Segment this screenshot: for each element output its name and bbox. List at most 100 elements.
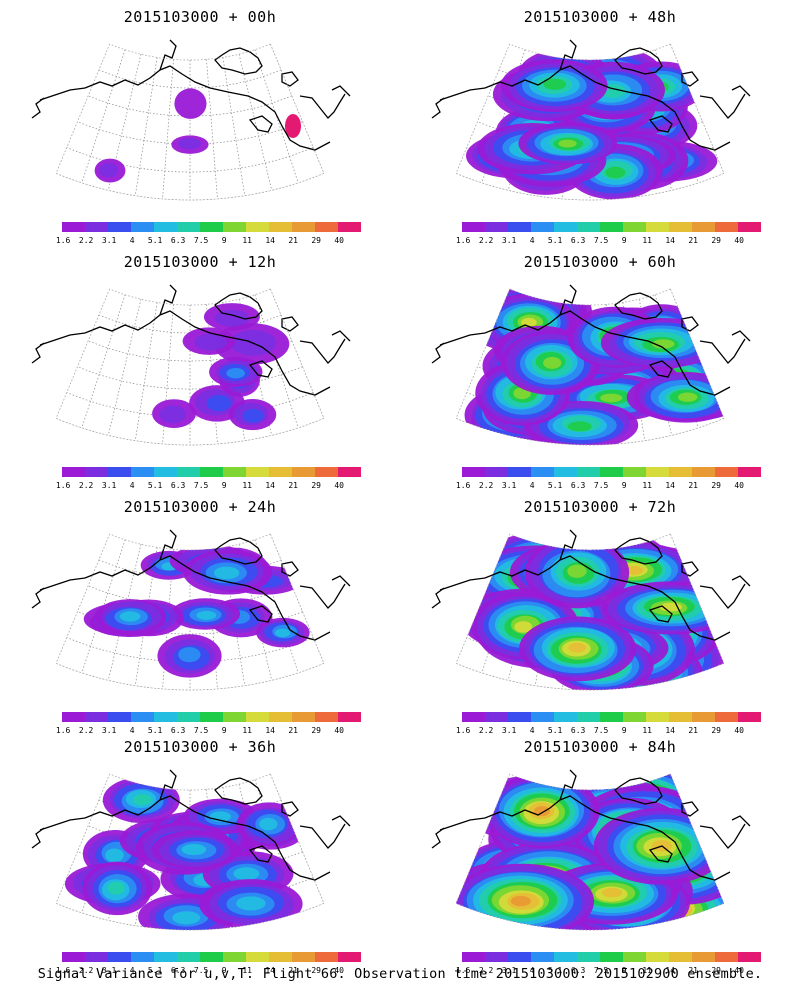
colorbar-tick-label: 3.1 [101,481,117,490]
colorbar-tick-label: 7.5 [193,726,209,735]
colorbar-swatch [577,952,600,962]
colorbar-tick-label: 6.3 [570,966,586,975]
colorbar-tick-label: 5.1 [547,726,563,735]
colorbar-swatch [269,222,292,232]
colorbar-swatch [315,952,338,962]
colorbar-tick-label: 14 [665,236,675,245]
colorbar-tick-label: 4 [129,966,135,975]
colorbar-swatch [177,952,200,962]
colorbar-tick-label: 2.2 [478,481,494,490]
colorbar-tick-label: 40 [334,481,344,490]
colorbar-swatch [531,467,554,477]
colorbar-swatch [200,952,223,962]
colorbar-tick-label: 6.3 [170,481,186,490]
colorbar-swatch [600,712,623,722]
colorbar-swatch [108,712,131,722]
panel-title: 2015103000 + 36h [123,738,277,756]
colorbar-tick-label: 3.1 [101,236,117,245]
colorbar-tick-label: 5.1 [147,726,163,735]
colorbar [462,952,761,962]
colorbar-tick-label: 11 [642,481,652,490]
colorbar-swatch [669,467,692,477]
colorbar-tick-label: 3.1 [501,236,517,245]
colorbar-tick-label: 40 [734,236,744,245]
colorbar-swatch [646,467,669,477]
colorbar-swatch [577,712,600,722]
colorbar-tick-label: 21 [288,481,298,490]
colorbar-swatch [738,222,761,232]
colorbar-swatch [85,712,108,722]
colorbar-tick-label: 4 [129,481,135,490]
colorbar-swatch [292,222,315,232]
colorbar-tick-label: 4 [529,966,535,975]
colorbar-swatch [269,712,292,722]
colorbar-swatch [85,952,108,962]
colorbar-swatch [577,467,600,477]
figure-caption: Signal Variance for u,v,T. Flight 66. Ob… [37,966,763,982]
colorbar-tick-label: 6.3 [170,726,186,735]
colorbar-ticks: 1.6 2.2 3.1 4 5.1 6.3 7.5 9 11 14 21 29 40 [456,481,761,490]
colorbar-tick-label: 7.5 [193,236,209,245]
colorbar-tick-label: 1.6 [55,966,71,975]
colorbar-swatch [62,222,85,232]
colorbar-tick-label: 9 [221,966,227,975]
colorbar-tick-label: 11 [242,726,252,735]
forecast-panel: 2015103000 + 60h 1.6 2.2 3.1 4 5.1 6.3 7.5 9 11 14… [400,245,800,490]
colorbar-swatch [200,222,223,232]
colorbar-tick-label: 29 [711,236,721,245]
colorbar-tick-label: 1.6 [455,966,471,975]
colorbar-tick-label: 7.5 [593,966,609,975]
colorbar-swatch [623,952,646,962]
colorbar-ticks: 1.6 2.2 3.1 4 5.1 6.3 7.5 9 11 14 21 29 40 [56,236,361,245]
colorbar-tick-label: 1.6 [55,236,71,245]
colorbar-swatch [554,467,577,477]
colorbar-swatch [131,712,154,722]
colorbar-tick-label: 40 [334,236,344,245]
colorbar-tick-label: 1.6 [55,726,71,735]
colorbar-swatch [669,222,692,232]
colorbar-tick-label: 3.1 [501,481,517,490]
colorbar-swatch [292,712,315,722]
colorbar-tick-label: 9 [621,481,627,490]
colorbar-swatch [85,222,108,232]
colorbar-swatch [315,712,338,722]
colorbar-swatch [154,222,177,232]
colorbar-tick-label: 3.1 [501,966,517,975]
colorbar-swatch [531,222,554,232]
colorbar-tick-label: 2.2 [478,726,494,735]
colorbar-tick-label: 29 [711,726,721,735]
colorbar-swatch [108,222,131,232]
colorbar-tick-label: 21 [688,481,698,490]
colorbar-tick-label: 40 [734,726,744,735]
colorbar-swatch [338,222,361,232]
colorbar-swatch [131,952,154,962]
panel-title: 2015103000 + 72h [523,498,677,516]
colorbar-tick-label: 21 [288,236,298,245]
colorbar-tick-label: 14 [665,481,675,490]
colorbar-tick-label: 11 [242,236,252,245]
colorbar-tick-label: 9 [621,726,627,735]
colorbar-swatch [223,712,246,722]
colorbar-tick-label: 6.3 [170,236,186,245]
colorbar-tick-label: 29 [311,726,321,735]
colorbar-swatch [508,712,531,722]
colorbar-swatch [508,222,531,232]
colorbar-tick-label: 40 [734,966,744,975]
colorbar-swatch [623,222,646,232]
colorbar-tick-label: 3.1 [501,726,517,735]
colorbar-tick-label: 2.2 [478,236,494,245]
polar-map [431,39,751,201]
colorbar-swatch [62,467,85,477]
colorbar-tick-label: 29 [711,481,721,490]
colorbar-tick-label: 40 [334,726,344,735]
colorbar-swatch [246,712,269,722]
colorbar-tick-label: 1.6 [455,726,471,735]
colorbar-tick-label: 5.1 [147,481,163,490]
colorbar-tick-label: 5.1 [147,236,163,245]
colorbar-tick-label: 40 [334,966,344,975]
forecast-panel: 2015103000 + 84h 1.6 2.2 3.1 4 5.1 6.3 7.5 9 11 14… [400,730,800,975]
colorbar-swatch [246,952,269,962]
colorbar-swatch [269,952,292,962]
colorbar-tick-label: 1.6 [55,481,71,490]
colorbar-ticks: 1.6 2.2 3.1 4 5.1 6.3 7.5 9 11 14 21 29 40 [456,726,761,735]
